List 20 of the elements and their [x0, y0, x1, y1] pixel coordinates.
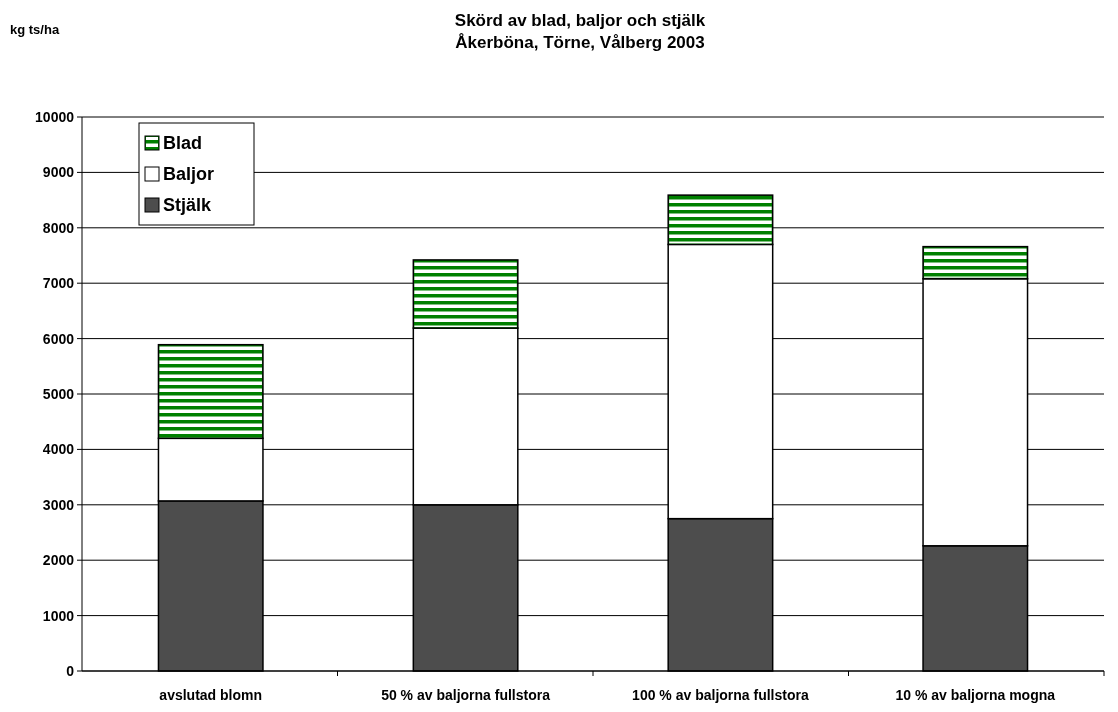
y-tick-label: 0	[66, 662, 75, 679]
y-tick-label: 9000	[42, 164, 75, 181]
y-tick-label: 5000	[42, 385, 75, 402]
x-tick-label: avslutad blomn	[159, 687, 263, 703]
legend-label: Blad	[163, 133, 203, 154]
y-tick-label: 7000	[42, 275, 75, 292]
y-tick-label: 3000	[42, 496, 75, 513]
chart-title: Skörd av blad, baljor och stjälk Åkerböna, Törne, Vålberg 2003	[454, 11, 706, 52]
y-tick-label: 10000	[35, 108, 75, 125]
y-tick-label: 4000	[42, 441, 75, 458]
y-tick-label: 1000	[42, 607, 75, 624]
y-tick-label: 8000	[42, 219, 75, 236]
x-tick-label: 10 % av baljorna mogna	[895, 687, 1056, 703]
x-tick-label: 50 % av baljorna fullstora	[381, 687, 551, 703]
legend-label: Stjälk	[163, 195, 213, 216]
y-tick-label: 6000	[42, 330, 75, 347]
x-tick-label: 100 % av baljorna fullstora	[632, 687, 809, 703]
text: kg ts/ha	[10, 22, 60, 37]
legend-label: Baljor	[163, 164, 215, 185]
y-tick-label: 2000	[42, 552, 75, 569]
